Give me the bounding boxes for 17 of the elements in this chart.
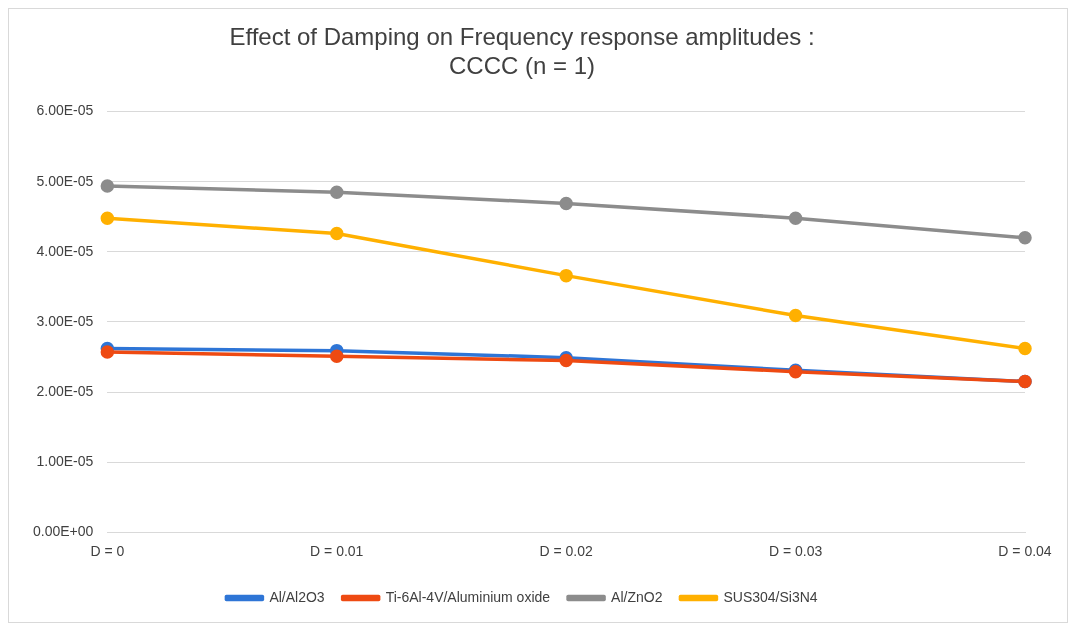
x-tick-label: D = 0	[90, 543, 125, 560]
chart-title: Effect of Damping on Frequency response amplitudes : CCCC (n = 1)	[229, 23, 815, 79]
x-tick-label: D = 0.03	[768, 543, 823, 560]
legend-label: Al/Al2O3	[269, 588, 325, 605]
legend-label: SUS304/Si3N4	[723, 588, 818, 605]
y-tick-label: 3.00E-05	[36, 312, 94, 329]
y-tick-label: 2.00E-05	[36, 382, 94, 399]
y-tick-label: 0.00E+00	[32, 523, 94, 540]
legend-label: Ti-6Al-4V/Aluminium oxide	[385, 588, 551, 605]
y-tick-label: 6.00E-05	[36, 102, 94, 119]
y-tick-label: 1.00E-05	[36, 452, 94, 469]
legend-label: Al/ZnO2	[611, 588, 663, 605]
x-tick-label: D = 0.01	[310, 543, 364, 560]
y-tick-label: 4.00E-05	[36, 242, 94, 259]
y-tick-label: 5.00E-05	[36, 172, 94, 189]
x-tick-label: D = 0.02	[539, 543, 594, 560]
x-tick-label: D = 0.04	[998, 543, 1052, 560]
